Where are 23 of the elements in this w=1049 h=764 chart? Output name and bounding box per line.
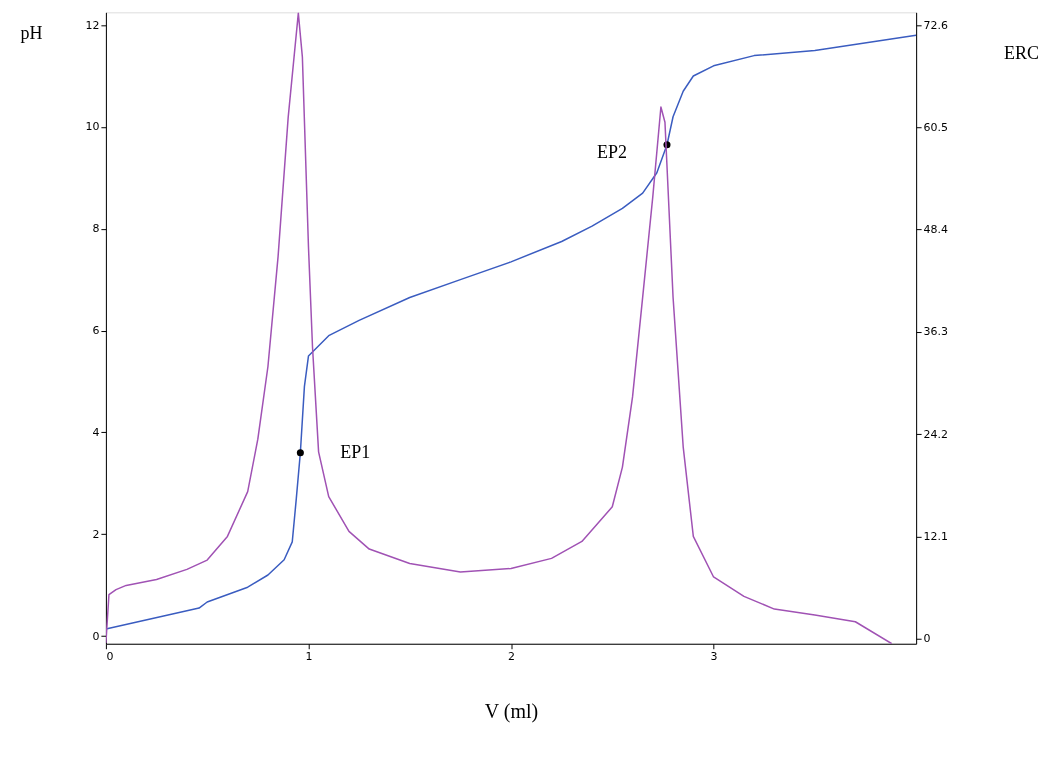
annotation: EP2 (597, 141, 628, 162)
x-tick-label: 1 (305, 650, 313, 664)
y2-tick-label: 0 (923, 632, 931, 646)
annotation: EP1 (340, 441, 371, 462)
y2-tick-label: 72.6 (923, 18, 949, 32)
x-tick-label: 2 (508, 650, 515, 664)
x-tick-label: 3 (710, 650, 718, 664)
y-tick-label: 4 (92, 425, 100, 439)
y-tick-label: 10 (85, 120, 100, 134)
y-tick-label: 6 (92, 324, 100, 338)
y2-tick-label: 36.3 (923, 325, 949, 339)
y-tick-label: 12 (85, 18, 100, 32)
y2-tick-label: 60.5 (923, 120, 949, 134)
y2-tick-label: 12.1 (923, 529, 949, 543)
y2-tick-label: 24.2 (923, 427, 949, 441)
x-axis-title: V (ml) (484, 700, 539, 724)
y-tick-label: 8 (92, 222, 100, 236)
y2-axis-title: ERC (1004, 42, 1039, 63)
y2-tick-label: 48.4 (923, 223, 949, 237)
x-tick-label: 0 (106, 650, 114, 664)
y-axis-title: pH (20, 22, 43, 43)
y-tick-label: 2 (92, 527, 100, 541)
y-tick-label: 0 (92, 629, 100, 643)
